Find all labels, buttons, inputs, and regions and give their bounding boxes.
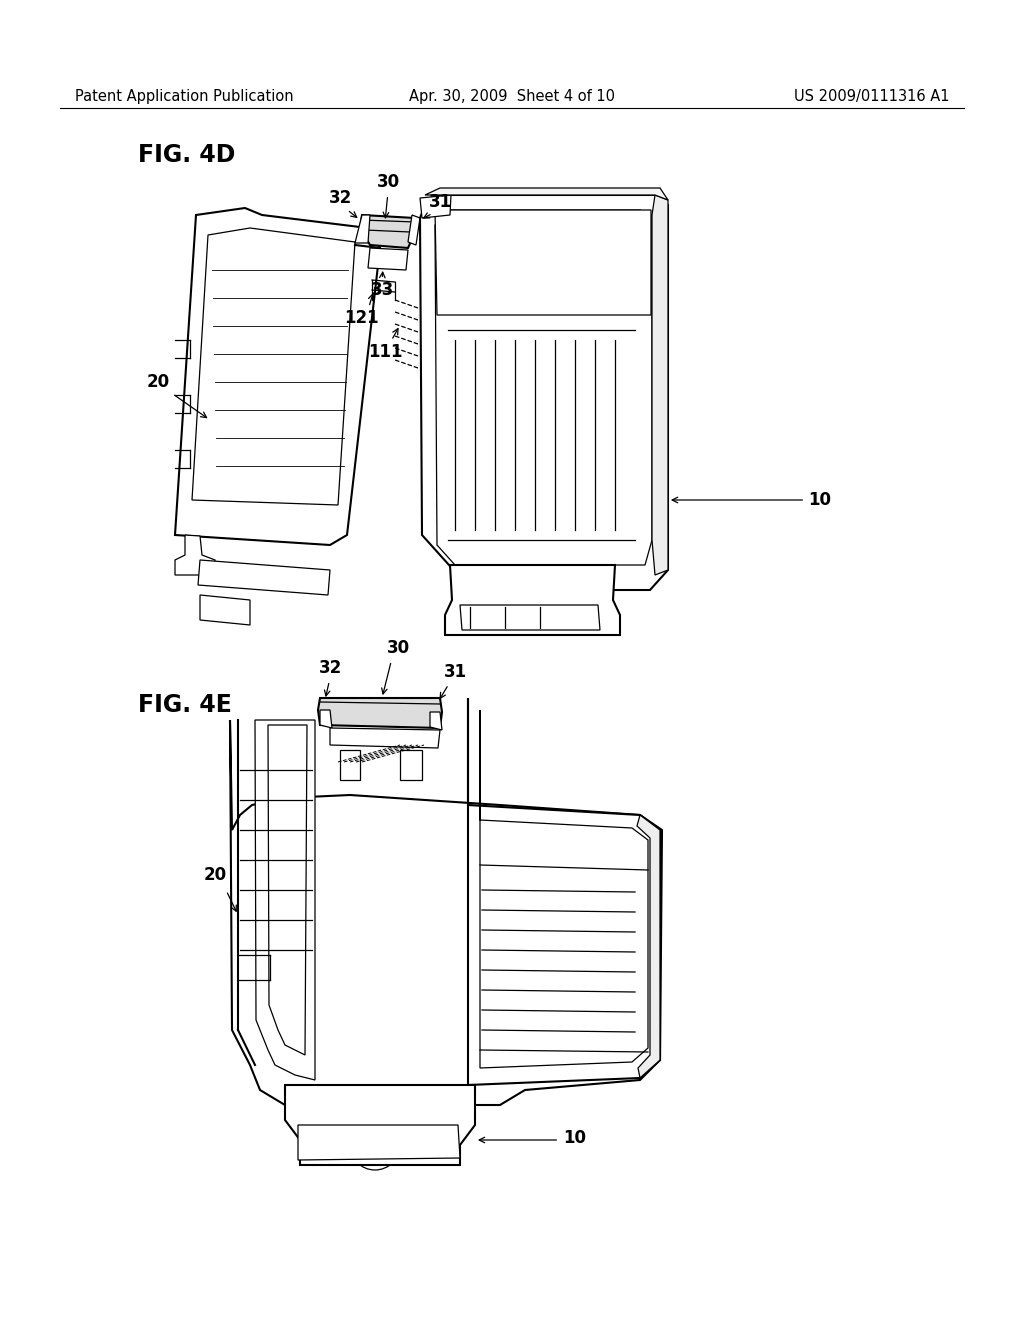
Polygon shape — [200, 595, 250, 624]
Text: FIG. 4D: FIG. 4D — [138, 143, 236, 168]
Text: US 2009/0111316 A1: US 2009/0111316 A1 — [795, 90, 950, 104]
Polygon shape — [420, 195, 451, 218]
Polygon shape — [319, 710, 332, 729]
Polygon shape — [285, 1085, 475, 1166]
Polygon shape — [408, 215, 420, 246]
Polygon shape — [330, 729, 440, 748]
Polygon shape — [193, 228, 355, 506]
Text: 32: 32 — [329, 189, 351, 207]
Text: 10: 10 — [809, 491, 831, 510]
Polygon shape — [368, 248, 408, 271]
Polygon shape — [637, 814, 660, 1078]
Polygon shape — [435, 210, 651, 315]
Text: 121: 121 — [345, 309, 379, 327]
Text: 32: 32 — [318, 659, 342, 677]
Polygon shape — [445, 565, 620, 635]
Polygon shape — [355, 215, 370, 243]
Text: 111: 111 — [368, 343, 402, 360]
Polygon shape — [468, 698, 660, 1085]
Text: 31: 31 — [428, 193, 452, 211]
Text: 10: 10 — [563, 1129, 587, 1147]
Polygon shape — [198, 560, 330, 595]
Text: 31: 31 — [443, 663, 467, 681]
Polygon shape — [480, 710, 648, 1068]
Polygon shape — [255, 719, 315, 1080]
Text: 33: 33 — [371, 281, 393, 300]
Text: 20: 20 — [204, 866, 226, 884]
Polygon shape — [360, 215, 416, 248]
Text: FIG. 4E: FIG. 4E — [138, 693, 231, 717]
Polygon shape — [435, 210, 652, 565]
Polygon shape — [298, 1125, 460, 1160]
Text: Patent Application Publication: Patent Application Publication — [75, 90, 294, 104]
Polygon shape — [230, 719, 662, 1110]
Polygon shape — [268, 725, 307, 1055]
Text: 30: 30 — [386, 639, 410, 657]
Polygon shape — [318, 698, 442, 729]
Polygon shape — [400, 750, 422, 780]
Polygon shape — [425, 187, 668, 201]
Polygon shape — [340, 750, 360, 780]
Text: Apr. 30, 2009  Sheet 4 of 10: Apr. 30, 2009 Sheet 4 of 10 — [409, 90, 615, 104]
Text: 20: 20 — [146, 374, 170, 391]
Polygon shape — [175, 535, 215, 576]
Text: 30: 30 — [377, 173, 399, 191]
Polygon shape — [430, 711, 442, 730]
Polygon shape — [420, 195, 668, 590]
Polygon shape — [175, 209, 380, 545]
Polygon shape — [652, 195, 668, 576]
Polygon shape — [460, 605, 600, 630]
